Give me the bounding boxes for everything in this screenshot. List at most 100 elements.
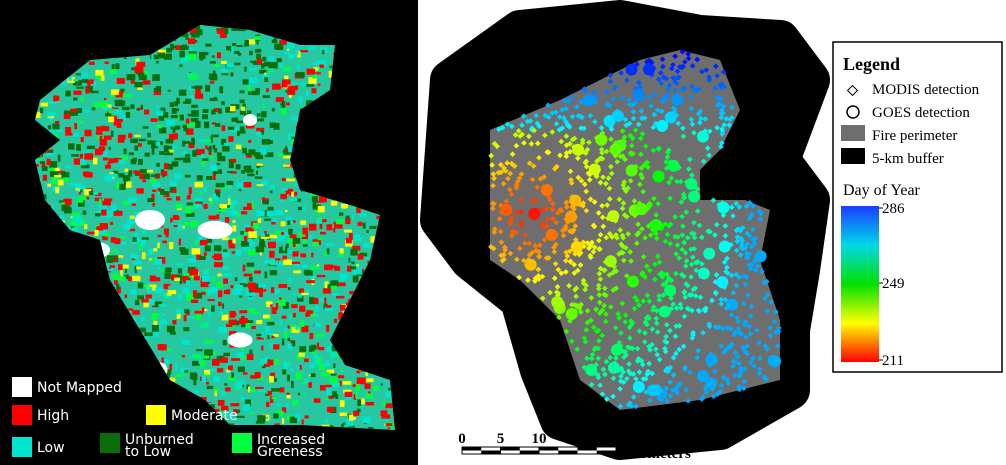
patch [72, 213, 80, 217]
patch [246, 170, 253, 173]
patch [136, 62, 145, 67]
colorbar [841, 206, 879, 362]
patch [226, 324, 232, 327]
patch [84, 110, 90, 113]
goes-symbol [847, 106, 859, 118]
patch [301, 293, 309, 295]
patch [358, 222, 363, 226]
patch [270, 235, 278, 239]
patch [104, 136, 112, 140]
patch [248, 85, 251, 91]
patch [220, 311, 223, 315]
patch [297, 64, 300, 69]
patch [225, 387, 231, 391]
patch [251, 326, 256, 329]
patch [200, 240, 208, 246]
patch [254, 270, 261, 273]
patch [236, 145, 241, 149]
patch [217, 29, 225, 34]
patch [309, 297, 314, 304]
patch [256, 320, 262, 324]
patch [289, 57, 294, 59]
patch [248, 387, 250, 393]
patch [270, 122, 276, 128]
patch [283, 259, 292, 264]
goes-detection [525, 259, 537, 271]
patch [158, 53, 166, 59]
patch [189, 187, 192, 194]
patch [283, 165, 290, 167]
patch [93, 192, 98, 195]
patch [325, 385, 332, 387]
patch [66, 166, 71, 168]
patch [365, 383, 371, 389]
patch [64, 114, 71, 120]
patch [212, 55, 215, 57]
patch [159, 116, 164, 121]
patch [152, 325, 159, 332]
patch [152, 332, 159, 337]
patch [105, 175, 112, 181]
patch [331, 201, 337, 206]
patch [286, 243, 288, 248]
patch [204, 340, 213, 343]
patch [247, 238, 252, 242]
patch [196, 349, 202, 351]
patch [213, 64, 220, 67]
patch [46, 153, 54, 156]
patch [170, 332, 176, 335]
patch [293, 220, 296, 223]
goes-detection [611, 344, 623, 356]
patch [156, 125, 161, 128]
patch [95, 70, 103, 76]
patch [286, 217, 292, 220]
patch [203, 109, 209, 113]
patch [164, 152, 173, 155]
patch [134, 233, 138, 237]
patch [171, 115, 178, 118]
patch [236, 212, 240, 215]
patch [261, 111, 266, 117]
patch [184, 315, 187, 321]
legend-item: GOES detection [872, 105, 970, 121]
patch [287, 88, 295, 95]
patch [292, 262, 300, 264]
patch [323, 288, 331, 293]
patch [248, 283, 256, 289]
patch [278, 154, 283, 157]
patch [189, 74, 198, 80]
patch [151, 179, 157, 184]
patch [342, 204, 347, 209]
patch [300, 221, 306, 225]
patch [223, 353, 229, 356]
patch [289, 198, 297, 201]
patch [193, 290, 197, 297]
goes-detection [627, 276, 639, 288]
patch [176, 309, 184, 313]
patch [208, 311, 211, 316]
legend-label: Low [37, 440, 65, 456]
patch [170, 102, 174, 107]
patch [137, 295, 144, 299]
patch [269, 251, 274, 258]
patch [228, 136, 233, 142]
patch [96, 131, 103, 135]
patch [200, 360, 206, 367]
patch [264, 77, 268, 82]
patch [105, 113, 111, 116]
patch [263, 105, 265, 109]
patch [339, 275, 345, 282]
patch [217, 368, 223, 372]
patch [150, 275, 156, 281]
patch [267, 211, 274, 217]
patch [275, 260, 278, 263]
goes-detection [566, 308, 578, 320]
patch [110, 222, 113, 225]
patch [126, 112, 130, 118]
patch [232, 43, 236, 46]
patch [331, 383, 340, 388]
patch [179, 247, 185, 251]
patch [230, 72, 233, 76]
patch [138, 159, 143, 165]
patch [300, 83, 306, 87]
